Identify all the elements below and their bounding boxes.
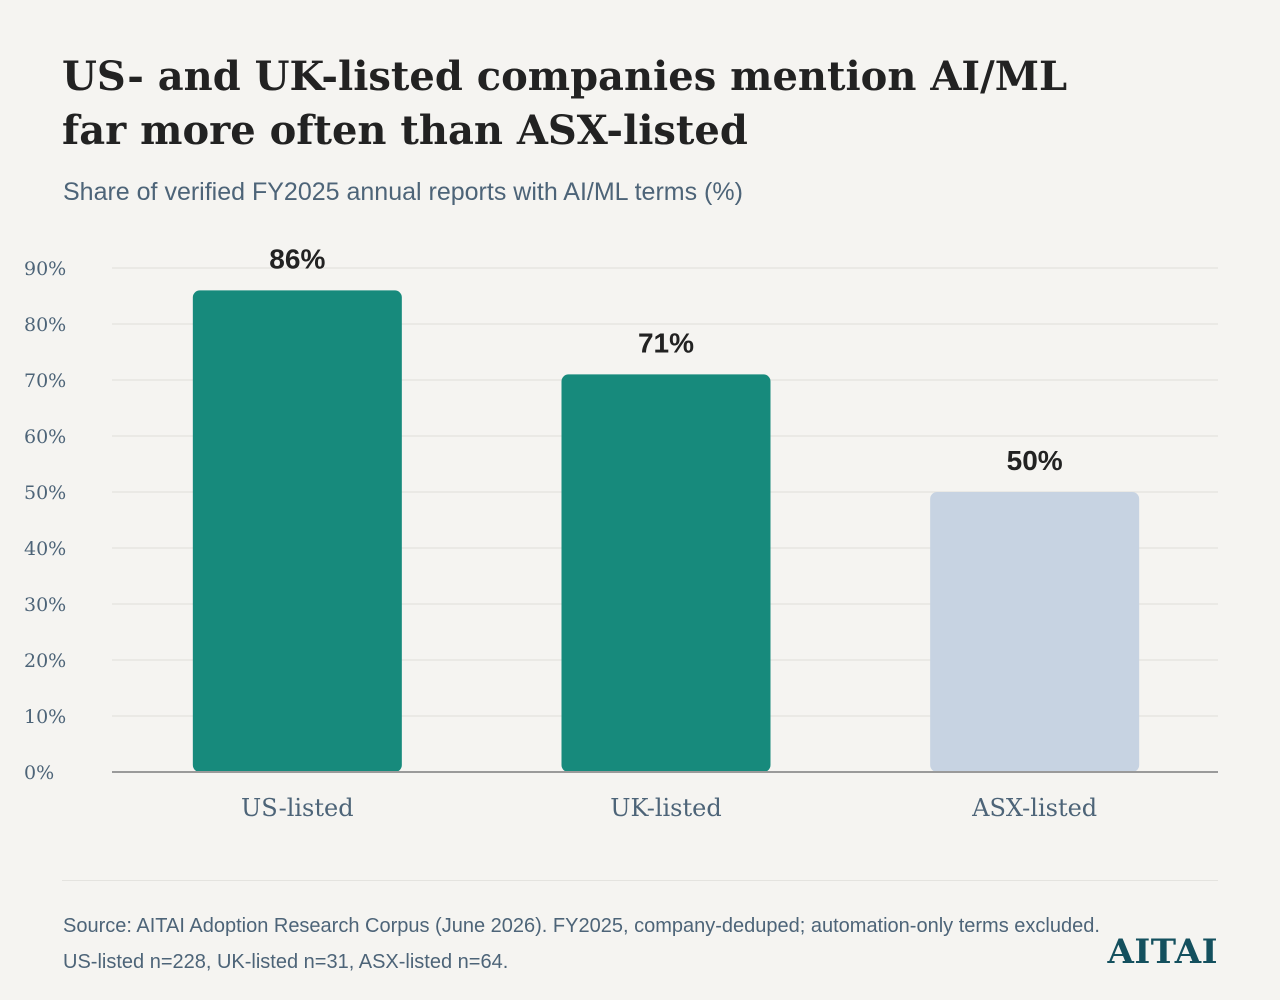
chart-subtitle: Share of verified FY2025 annual reports … <box>63 178 743 206</box>
x-tick-label: UK-listed <box>610 794 721 822</box>
y-tick-label: 60% <box>24 426 66 448</box>
bar-chart: 0% 10% 20% 30% 40% 50% 60% 70% 80% 90% 86% US-liste… <box>24 243 1218 822</box>
y-tick-label: 20% <box>24 650 66 672</box>
source-line-2: US-listed n=228, UK-listed n=31, ASX-lis… <box>63 951 509 973</box>
x-tick-label: US-listed <box>241 794 354 822</box>
bar <box>930 492 1140 772</box>
bar-value-label: 50% <box>1007 445 1063 476</box>
y-tick-label: 0% <box>24 762 54 784</box>
bar <box>561 374 771 772</box>
chart-title-line-2: far more often than ASX-listed <box>62 107 748 154</box>
y-tick-label: 40% <box>24 538 66 560</box>
source-line-1: Source: AITAI Adoption Research Corpus (… <box>63 915 1100 937</box>
y-tick-label: 70% <box>24 370 66 392</box>
x-tick-label: ASX-listed <box>971 794 1097 822</box>
y-tick-label: 10% <box>24 706 66 728</box>
chart-title-line-1: US- and UK-listed companies mention AI/M… <box>62 53 1068 100</box>
y-tick-label: 50% <box>24 482 66 504</box>
y-tick-label: 90% <box>24 258 66 280</box>
chart-title: US- and UK-listed companies mention AI/M… <box>62 50 1068 158</box>
y-tick-label: 30% <box>24 594 66 616</box>
brand-logo: AITAI <box>1107 932 1218 972</box>
bar-value-label: 71% <box>638 327 694 358</box>
bar <box>192 290 402 772</box>
bar-value-label: 86% <box>269 243 325 274</box>
source-note: Source: AITAI Adoption Research Corpus (… <box>63 908 1100 980</box>
y-tick-label: 80% <box>24 314 66 336</box>
footer-divider <box>62 880 1218 881</box>
